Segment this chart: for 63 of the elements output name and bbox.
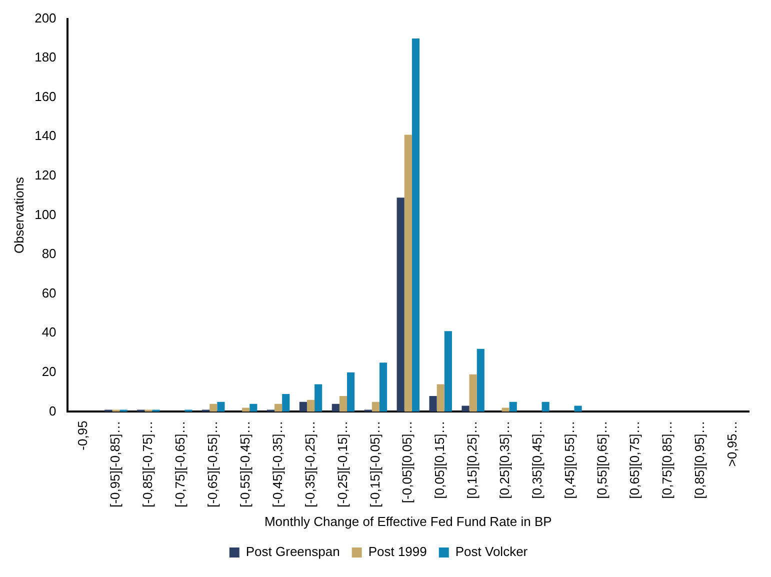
- x-tick-label: -0,95: [75, 420, 90, 450]
- bar: [509, 402, 517, 412]
- bar: [429, 396, 437, 412]
- bar: [210, 404, 218, 412]
- y-tick-label: 0: [49, 403, 56, 418]
- bar: [299, 402, 307, 412]
- y-tick-label: 200: [34, 10, 56, 26]
- x-tick-label: [0,05][0,15]…: [432, 420, 448, 499]
- bar: [469, 374, 477, 412]
- bar: [372, 402, 380, 412]
- x-tick-label: [0,25][0,35]…: [497, 420, 512, 499]
- bar: [574, 406, 582, 412]
- x-tick-label: [-0,45][-0,35]…: [270, 420, 285, 508]
- bar: [396, 198, 404, 412]
- x-tick-label: >0,95…: [724, 420, 740, 467]
- bar: [217, 402, 225, 412]
- y-tick-label: 160: [34, 88, 56, 104]
- x-tick-label: [0,15][0,25]…: [464, 420, 480, 499]
- bar: [444, 331, 452, 412]
- x-tick-label: [-0,05][0,05]…: [400, 420, 415, 504]
- bar: [404, 134, 412, 412]
- bar: [502, 408, 510, 412]
- x-tick-label: [-0,95][-0,85]…: [108, 420, 123, 508]
- bar: [339, 396, 348, 412]
- x-tick-label: [0,65][0,75]…: [626, 420, 642, 499]
- x-tick-label: [0,45][0,55]…: [562, 420, 578, 499]
- x-tick-label: [-0,25][-0,15]…: [334, 420, 350, 508]
- bar: [250, 404, 258, 412]
- x-tick-label: [0,35][0,45]…: [530, 420, 545, 499]
- legend-label: Post Greenspan: [246, 544, 340, 560]
- y-axis-title: Observations: [11, 176, 26, 254]
- legend-label: Post 1999: [368, 544, 427, 560]
- x-tick-label: [0,75][0,85]…: [659, 420, 674, 499]
- bar: [347, 372, 355, 412]
- bar: [274, 404, 282, 412]
- bar: [436, 384, 444, 412]
- y-tick-label: 80: [42, 246, 56, 262]
- x-tick-label: [-0,85][-0,75]…: [140, 420, 156, 508]
- x-tick-label: [-0,75][-0,65]…: [172, 420, 188, 508]
- bar: [314, 384, 322, 412]
- y-tick-label: 20: [42, 364, 56, 379]
- bar: [332, 404, 340, 412]
- y-tick-label: 100: [34, 206, 56, 222]
- x-tick-label: [0,85][0,95]…: [692, 420, 707, 499]
- bar: [476, 348, 484, 412]
- y-tick-label: 40: [42, 324, 56, 340]
- x-tick-label: [-0,35][-0,25]…: [302, 420, 318, 508]
- y-tick-label: 60: [42, 285, 56, 300]
- y-tick-label: 180: [34, 50, 56, 65]
- bar: [412, 38, 420, 412]
- bar: [282, 394, 290, 412]
- bar: [379, 362, 388, 412]
- legend-label: Post Volcker: [455, 544, 528, 560]
- bar: [306, 400, 315, 412]
- x-tick-label: [0,55][0,65]…: [594, 420, 610, 499]
- x-tick-label: [-0,55][-0,45]…: [237, 420, 252, 508]
- bar: [542, 402, 550, 412]
- y-tick-label: 120: [34, 168, 56, 183]
- x-tick-label: [-0,65][-0,55]…: [204, 420, 220, 508]
- x-tick-label: [-0,15][-0,05]…: [367, 420, 382, 508]
- bar: [462, 406, 470, 412]
- y-tick-label: 140: [34, 128, 56, 144]
- x-axis-title: Monthly Change of Effective Fed Fund Rate in BP: [264, 514, 552, 529]
